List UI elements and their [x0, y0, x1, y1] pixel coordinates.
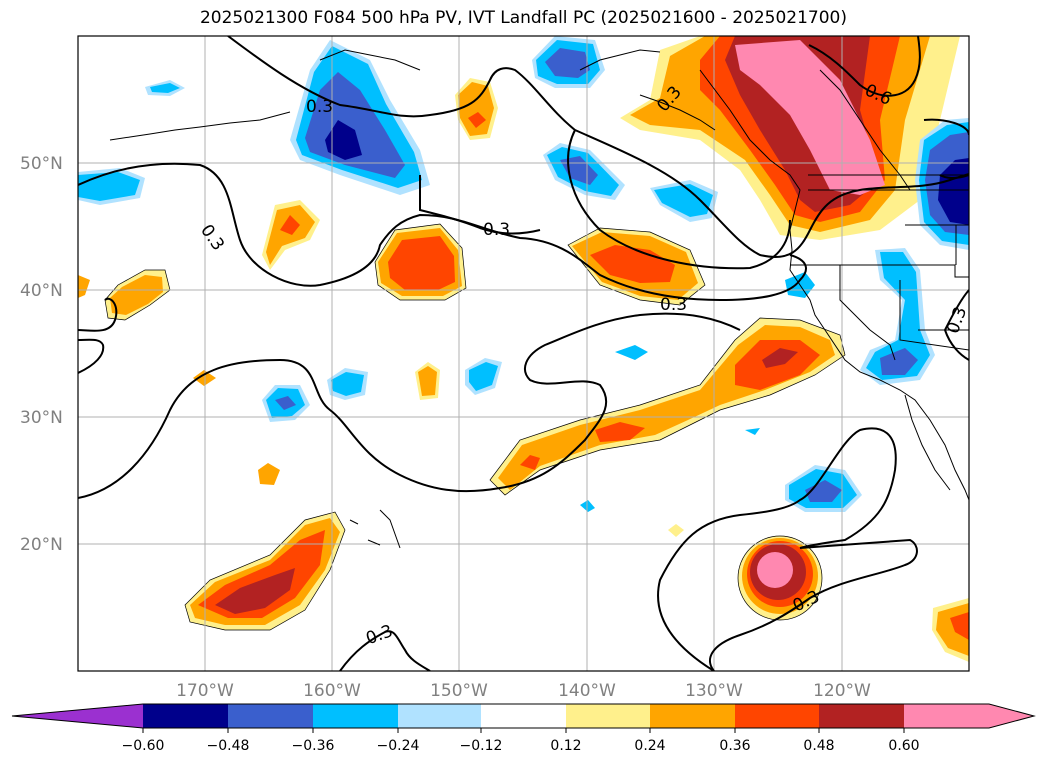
lat-label-50n: 50°N — [20, 154, 63, 174]
anomaly-blob-ar — [490, 318, 845, 495]
colorbar: −0.60 −0.48 −0.36 −0.24 −0.12 0.12 0.24 … — [11, 703, 1036, 754]
colorbar-tick: −0.36 — [292, 738, 335, 754]
map-title: 2025021300 F084 500 hPa PV, IVT Landfall… — [199, 8, 847, 28]
colorbar-segment — [143, 704, 228, 728]
colorbar-tick: 0.36 — [719, 738, 750, 754]
anomaly-blob-alaska — [290, 40, 430, 195]
contour-label: 0.3 — [660, 295, 687, 315]
colorbar-segment — [481, 704, 566, 728]
anomaly-blob-neg-east — [785, 118, 969, 512]
colorbar-segment — [398, 704, 481, 728]
lon-labels: 170°W 160°W 150°W 140°W 130°W 120°W — [176, 681, 871, 701]
colorbar-segment — [566, 704, 650, 728]
colorbar-segment — [904, 704, 989, 728]
colorbar-tick: −0.48 — [207, 738, 250, 754]
contour-label: 0.3 — [483, 220, 510, 240]
colorbar-segment — [313, 704, 398, 728]
lat-label-40n: 40°N — [20, 281, 63, 301]
colorbar-segment — [735, 704, 819, 728]
anomaly-outlines — [104, 223, 846, 631]
contour-label: 0.3 — [306, 97, 333, 117]
colorbar-segment — [650, 704, 735, 728]
anomaly-blob-hawaii — [185, 512, 345, 630]
lat-label-20n: 20°N — [20, 535, 63, 555]
anomaly-blob-center — [375, 224, 466, 300]
colorbar-tick: −0.12 — [460, 738, 503, 754]
lon-label-150w: 150°W — [430, 681, 488, 701]
colorbar-segment — [819, 704, 904, 728]
colorbar-segment — [228, 704, 313, 728]
lat-label-30n: 30°N — [20, 408, 63, 428]
lon-label-120w: 120°W — [813, 681, 871, 701]
colorbar-tick: 0.48 — [803, 738, 834, 754]
graticule — [78, 36, 969, 671]
anomaly-blob-small — [78, 78, 969, 662]
lon-label-140w: 140°W — [558, 681, 616, 701]
colorbar-tick: 0.60 — [888, 738, 919, 754]
colorbar-extend-min — [12, 704, 143, 728]
pv-contours — [78, 36, 969, 671]
lon-label-130w: 130°W — [685, 681, 743, 701]
coastlines — [109, 49, 969, 549]
lat-labels: 50°N 40°N 30°N 20°N — [20, 154, 63, 555]
colorbar-tick: 0.24 — [634, 738, 665, 754]
lon-label-170w: 170°W — [176, 681, 234, 701]
colorbar-tick: 0.12 — [550, 738, 581, 754]
map-frame — [77, 35, 970, 672]
map-layers — [78, 36, 969, 671]
colorbar-tick: −0.60 — [122, 738, 165, 754]
anomaly-blob-se — [738, 536, 822, 620]
colorbar-extend-max — [989, 704, 1034, 728]
colorbar-tick: −0.24 — [377, 738, 420, 754]
lon-label-160w: 160°W — [303, 681, 361, 701]
